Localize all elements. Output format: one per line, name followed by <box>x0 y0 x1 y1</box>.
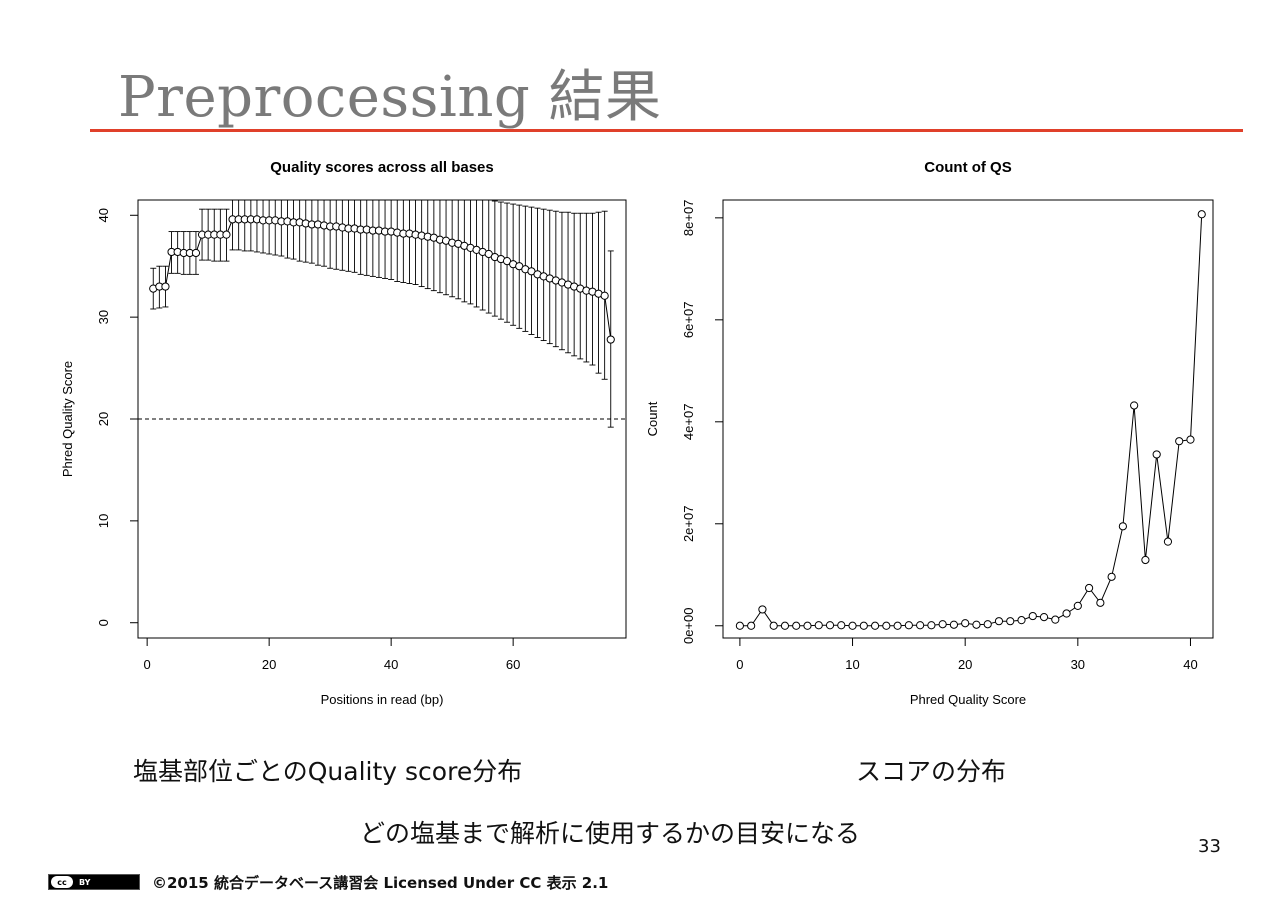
y-tick-label: 10 <box>96 514 111 528</box>
data-point <box>191 248 201 258</box>
data-point <box>1096 598 1105 607</box>
data-point <box>961 619 970 628</box>
x-tick-label: 30 <box>1071 657 1085 672</box>
y-tick-label: 4e+07 <box>681 404 696 441</box>
data-point <box>904 621 913 630</box>
data-point <box>1051 615 1060 624</box>
footer-copyright: ©2015 統合データベース講習会 Licensed Under CC 表示 2… <box>152 873 609 892</box>
data-point <box>161 282 170 291</box>
data-point <box>600 291 609 300</box>
count-of-qs-chart: Count of QS 0 10 20 30 40 0e+00 2e+07 4e+07 6e+07… <box>645 159 1214 707</box>
x-tick-label: 40 <box>384 657 398 672</box>
chart-title: Count of QS <box>924 159 1011 176</box>
data-point <box>1006 617 1015 626</box>
data-point <box>780 621 790 630</box>
data-point <box>825 621 835 630</box>
x-tick-label: 20 <box>262 657 276 672</box>
data-point <box>938 620 947 629</box>
data-point <box>882 621 891 630</box>
series-line <box>739 214 1203 627</box>
data-point <box>983 620 992 629</box>
caption-bottom: どの塩基まで解析に使用するかの目安になる <box>360 819 861 848</box>
data-point <box>792 621 801 630</box>
data-point <box>916 621 925 630</box>
x-tick-label: 60 <box>506 657 520 672</box>
data-point <box>1107 572 1116 581</box>
quality-scores-chart: Quality scores across all bases 0 20 40 60 0 1… <box>60 159 627 707</box>
data-point <box>1017 616 1026 625</box>
data-point <box>1186 435 1195 444</box>
data-point <box>747 621 756 630</box>
data-point <box>949 620 959 629</box>
y-tick-label: 0e+00 <box>681 608 696 645</box>
y-tick-label: 20 <box>96 412 111 426</box>
data-point <box>1028 611 1037 621</box>
title-rule <box>90 129 1243 132</box>
y-tick-label: 2e+07 <box>681 506 696 543</box>
plot-frame <box>722 199 1214 639</box>
x-axis-label: Positions in read (bp) <box>321 692 444 707</box>
data-point <box>994 617 1004 626</box>
y-tick-label: 8e+07 <box>681 200 696 237</box>
data-point <box>1197 210 1206 219</box>
data-point <box>927 621 936 630</box>
data-point <box>803 621 812 630</box>
data-point <box>893 621 902 630</box>
data-point <box>1084 583 1094 593</box>
x-tick-label: 40 <box>1183 657 1197 672</box>
y-tick-label: 30 <box>96 310 111 324</box>
caption-left: 塩基部位ごとのQuality score分布 <box>133 757 523 786</box>
cc-license-badge-icon[interactable]: cc BY <box>48 874 140 890</box>
footer: cc BY ©2015 統合データベース講習会 Licensed Under C… <box>48 872 608 892</box>
y-axis-label: Count <box>645 401 660 436</box>
data-point <box>972 620 981 629</box>
data-point <box>1118 522 1127 531</box>
data-point <box>222 230 231 239</box>
x-axis-label: Phred Quality Score <box>910 692 1026 707</box>
cc-logo: cc <box>51 876 73 888</box>
data-point <box>859 621 868 630</box>
data-point <box>1163 537 1173 546</box>
chart-title: Quality scores across all bases <box>270 159 493 176</box>
y-tick-label: 6e+07 <box>681 302 696 339</box>
data-point <box>735 621 744 630</box>
y-axis-label: Phred Quality Score <box>60 361 75 477</box>
data-point <box>1152 450 1161 459</box>
x-tick-label: 10 <box>845 657 859 672</box>
data-point <box>769 621 778 630</box>
data-point <box>1175 437 1184 446</box>
caption-right: スコアの分布 <box>856 757 1007 786</box>
data-point <box>1039 612 1049 622</box>
x-tick-label: 0 <box>736 657 743 672</box>
data-point <box>1141 555 1150 565</box>
data-point <box>837 621 846 630</box>
data-point <box>1073 601 1082 610</box>
slide-title: Preprocessing 結果 <box>118 65 662 130</box>
cc-by-label: BY <box>79 877 91 887</box>
page-number: 33 <box>1198 836 1221 857</box>
data-point <box>814 621 823 630</box>
y-tick-label: 40 <box>96 208 111 222</box>
data-point <box>870 621 880 630</box>
data-point <box>848 621 857 630</box>
data-point <box>1130 401 1139 410</box>
data-point <box>606 335 615 344</box>
y-tick-label: 0 <box>96 619 111 626</box>
data-point <box>1062 609 1071 618</box>
x-tick-label: 20 <box>958 657 972 672</box>
data-point <box>758 605 767 614</box>
x-tick-label: 0 <box>144 657 151 672</box>
